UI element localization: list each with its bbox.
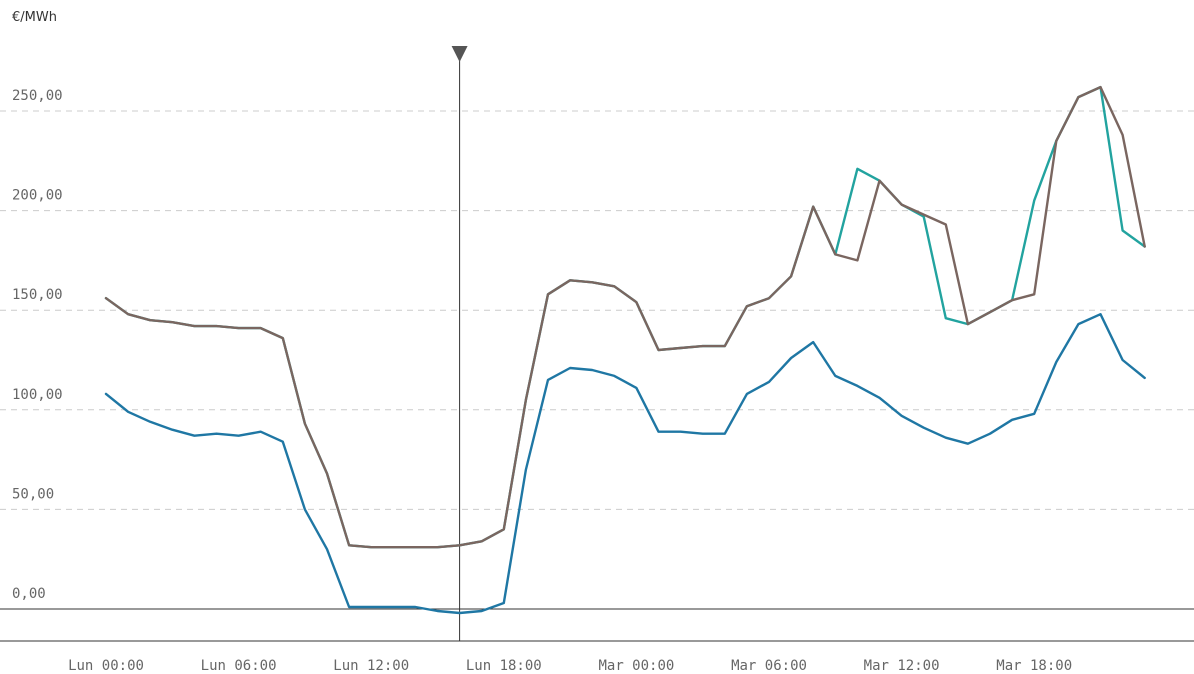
x-tick-label: Mar 12:00 bbox=[864, 658, 940, 674]
x-tick-label: Mar 06:00 bbox=[731, 658, 807, 674]
series-line-2 bbox=[104, 85, 1146, 549]
x-tick-labels: Lun 00:00 Lun 06:00 Lun 12:00 Lun 18:00 Mar … bbox=[68, 658, 1072, 674]
cursor-triangle-icon[interactable] bbox=[451, 46, 468, 62]
series-lines bbox=[104, 85, 1146, 615]
y-tick-label: 150,00 bbox=[12, 287, 63, 303]
gridlines bbox=[0, 110, 1194, 642]
y-tick-labels: 0,00 50,00 100,00 150,00 200,00 250,00 bbox=[12, 88, 63, 602]
y-tick-label: 50,00 bbox=[12, 486, 54, 502]
x-tick-label: Mar 18:00 bbox=[996, 658, 1072, 674]
x-tick-label: Mar 00:00 bbox=[598, 658, 674, 674]
y-tick-label: 100,00 bbox=[12, 387, 63, 403]
y-tick-label: 0,00 bbox=[12, 586, 46, 602]
cursor-line[interactable] bbox=[451, 46, 468, 641]
x-tick-label: Lun 00:00 bbox=[68, 658, 144, 674]
y-tick-label: 250,00 bbox=[12, 88, 63, 104]
series-line-3 bbox=[104, 85, 1146, 549]
x-tick-label: Lun 12:00 bbox=[333, 658, 409, 674]
y-tick-label: 200,00 bbox=[12, 188, 63, 204]
y-axis-unit-label: €/MWh bbox=[12, 10, 57, 25]
x-tick-label: Lun 18:00 bbox=[466, 658, 542, 674]
x-tick-label: Lun 06:00 bbox=[201, 658, 277, 674]
series-line-1 bbox=[104, 313, 1146, 615]
